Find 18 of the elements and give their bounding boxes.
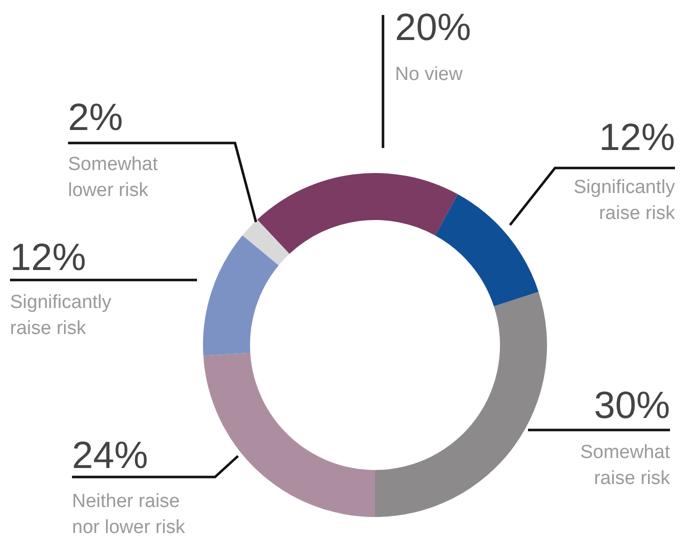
donut-slice <box>242 220 290 266</box>
donut-slice <box>257 173 458 254</box>
donut-slice <box>203 352 375 517</box>
data-label: 2% <box>68 97 123 139</box>
data-label: 20% <box>395 7 472 49</box>
slice-label: Significantly raise risk <box>10 292 112 339</box>
data-label: 12% <box>598 117 675 159</box>
slice-label: Somewhat lower risk <box>68 154 158 201</box>
donut-slice <box>375 292 547 517</box>
data-label: 12% <box>10 237 86 279</box>
slice-label: Neither raise nor lower risk <box>72 491 186 538</box>
donut-slice <box>435 194 539 306</box>
data-label: 30% <box>594 385 670 427</box>
donut-slice <box>203 235 279 356</box>
slice-label: No view <box>395 64 463 85</box>
data-label: 24% <box>72 435 148 477</box>
slice-label: Somewhat raise risk <box>580 442 671 489</box>
slice-label: Significantly raise risk <box>574 177 676 224</box>
